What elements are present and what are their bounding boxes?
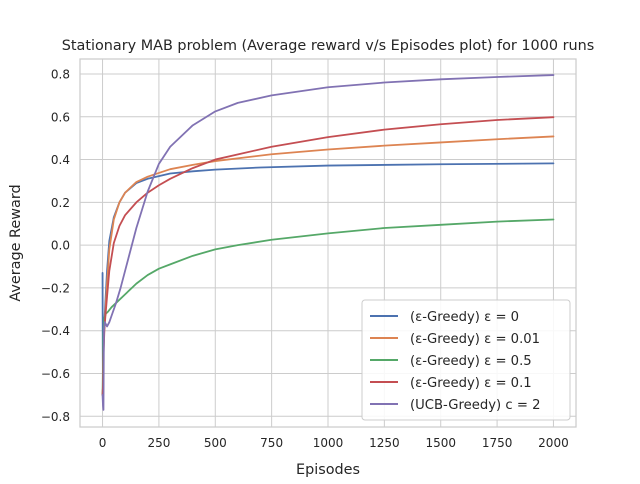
y-tick-label: −0.2 [41,281,70,295]
legend-label-1: (ε-Greedy) ε = 0.01 [410,332,540,347]
y-axis-label: Average Reward [8,184,24,301]
legend-label-2: (ε-Greedy) ε = 0.5 [410,354,532,369]
x-tick-label: 250 [147,436,170,450]
tick-labels: 0 250 500 750 1000 1250 1500 1750 2000 −0.8 −0.6 −0… [41,67,569,450]
legend-label-0: (ε-Greedy) ε = 0 [410,310,519,325]
x-tick-label: 2000 [538,436,569,450]
y-tick-label: 0.4 [51,153,70,167]
y-tick-label: 0.8 [51,67,70,81]
legend: (ε-Greedy) ε = 0 (ε-Greedy) ε = 0.01 (ε-Gr… [361,299,571,421]
x-tick-label: 500 [204,436,227,450]
y-tick-label: 0.0 [51,239,70,253]
x-tick-label: 1750 [482,436,513,450]
y-tick-label: 0.2 [51,196,70,210]
legend-label-4: (UCB-Greedy) c = 2 [410,398,540,413]
plot-frame [79,58,577,428]
y-tick-label: 0.6 [51,110,70,124]
y-tick-label: −0.6 [41,367,70,381]
grid [80,59,576,427]
chart-title: Stationary MAB problem (Average reward v… [62,38,595,54]
x-tick-label: 1500 [425,436,456,450]
y-tick-label: −0.4 [41,324,70,338]
x-axis-label: Episodes [296,462,360,478]
series-layer [101,74,555,411]
x-tick-label: 1250 [369,436,400,450]
legend-label-3: (ε-Greedy) ε = 0.1 [410,376,532,391]
legend-box [361,299,571,421]
x-tick-label: 0 [99,436,107,450]
y-tick-label: −0.8 [41,410,70,424]
series-line-4 [101,74,555,411]
x-tick-label: 1000 [313,436,344,450]
x-tick-label: 750 [260,436,283,450]
